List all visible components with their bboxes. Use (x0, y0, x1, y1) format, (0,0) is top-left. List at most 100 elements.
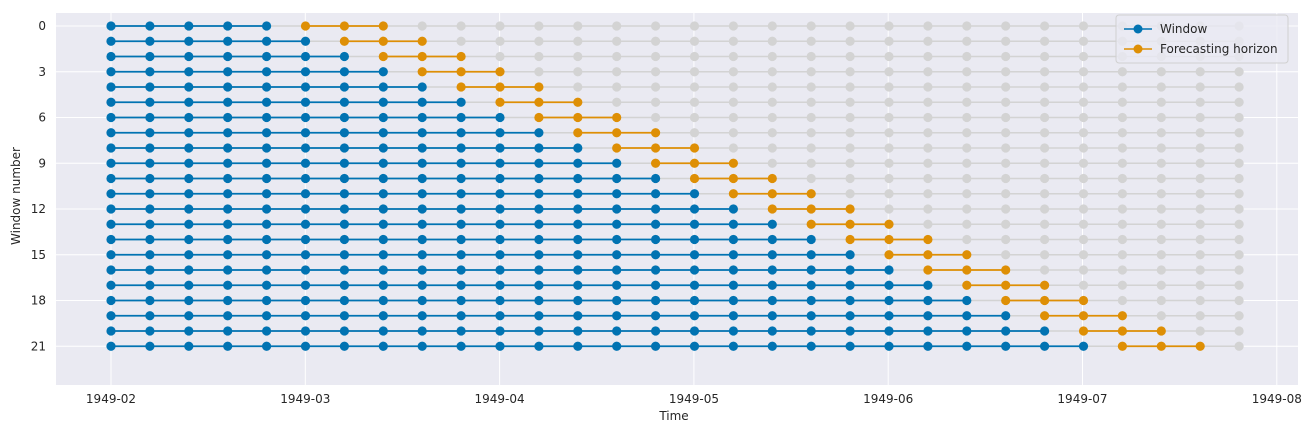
background-point (1078, 234, 1089, 245)
background-point (1001, 67, 1011, 77)
background-point (806, 36, 816, 46)
window-point (300, 280, 311, 290)
window-point (184, 250, 194, 260)
background-point (884, 82, 894, 92)
background-point (923, 36, 933, 46)
background-point (1195, 326, 1205, 336)
window-point (145, 280, 155, 290)
background-point (923, 143, 933, 153)
window-point (612, 189, 622, 199)
background-point (573, 51, 583, 62)
window-point (651, 341, 661, 351)
horizon-point (339, 21, 349, 31)
window-point (417, 341, 427, 351)
background-point (1156, 265, 1166, 275)
background-point (1234, 250, 1244, 260)
window-point (651, 250, 661, 260)
window-point (573, 234, 583, 245)
background-point (1234, 326, 1244, 336)
window-point (456, 326, 466, 336)
window-point (651, 234, 661, 245)
window-point (339, 234, 349, 245)
window-point (456, 234, 466, 245)
background-point (884, 112, 894, 123)
window-point (884, 326, 894, 336)
window-point (806, 311, 816, 321)
window-point (573, 250, 583, 260)
window-point (923, 341, 933, 351)
horizon-point (300, 21, 311, 31)
window-point (728, 311, 739, 321)
background-point (806, 112, 816, 123)
window-point (262, 97, 272, 107)
background-point (767, 128, 777, 138)
background-point (1001, 112, 1011, 123)
background-point (1001, 128, 1011, 138)
window-point (845, 326, 855, 336)
window-point (651, 295, 661, 306)
background-point (962, 97, 972, 107)
background-point (884, 173, 894, 184)
window-point (339, 112, 349, 123)
window-point (728, 295, 739, 306)
window-point (534, 143, 544, 153)
background-point (573, 82, 583, 92)
window-point (223, 204, 233, 214)
background-point (573, 36, 583, 46)
background-point (1234, 143, 1244, 153)
window-point (689, 311, 700, 321)
window-point (534, 326, 544, 336)
window-point (884, 311, 894, 321)
window-row (106, 51, 1244, 62)
horizon-point (962, 250, 972, 260)
horizon-point (495, 97, 505, 107)
window-point (417, 173, 427, 184)
window-point (184, 21, 194, 31)
window-point (223, 67, 233, 77)
background-point (1234, 341, 1244, 351)
background-point (1195, 265, 1205, 275)
horizon-point (767, 173, 777, 184)
window-point (456, 143, 466, 153)
background-point (689, 67, 700, 77)
horizon-point (573, 128, 583, 138)
window-point (184, 219, 194, 229)
window-row (106, 295, 1244, 306)
background-point (1078, 143, 1089, 153)
background-point (1195, 158, 1205, 168)
window-point (534, 295, 544, 306)
window-point (612, 158, 622, 168)
background-point (1001, 250, 1011, 260)
window-point (300, 265, 311, 275)
window-point (612, 204, 622, 214)
window-point (689, 189, 700, 199)
horizon-point (456, 51, 466, 62)
horizon-point (689, 143, 700, 153)
horizon-point (1117, 326, 1127, 336)
background-point (728, 67, 739, 77)
window-row (106, 341, 1244, 351)
legend-horizon-label: Forecasting horizon (1160, 42, 1278, 56)
window-point (300, 250, 311, 260)
background-point (1117, 219, 1127, 229)
background-point (1001, 82, 1011, 92)
background-point (806, 51, 816, 62)
window-point (106, 295, 116, 306)
background-point (612, 67, 622, 77)
window-point (612, 250, 622, 260)
background-point (651, 36, 661, 46)
window-point (339, 204, 349, 214)
background-point (845, 158, 855, 168)
background-point (962, 128, 972, 138)
window-point (300, 51, 311, 62)
background-point (612, 21, 622, 31)
background-point (1001, 158, 1011, 168)
legend-horizon-marker (1133, 44, 1143, 54)
window-point (689, 326, 700, 336)
window-point (339, 341, 349, 351)
background-point (1078, 112, 1089, 123)
window-point (728, 204, 739, 214)
window-point (456, 311, 466, 321)
window-point (923, 326, 933, 336)
